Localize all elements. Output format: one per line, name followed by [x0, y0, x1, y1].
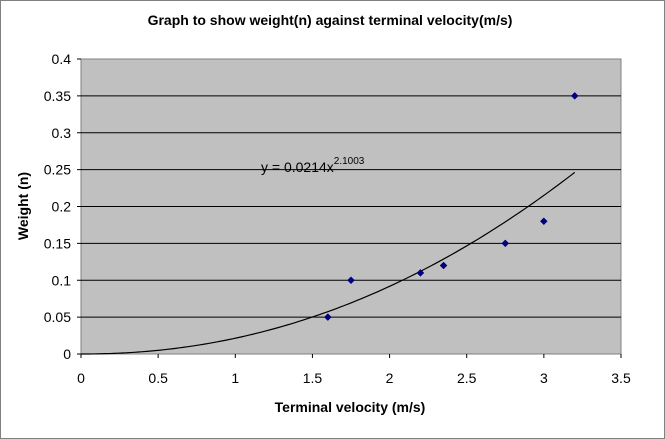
y-tick-label: 0.3: [52, 125, 72, 141]
x-tick-label: 3.5: [611, 370, 631, 386]
x-tick-label: 3: [540, 370, 548, 386]
y-tick-label: 0.4: [52, 51, 72, 67]
power-trendline: [80, 171, 576, 355]
y-tick-label: 0.1: [52, 272, 72, 288]
data-point: [570, 92, 579, 100]
data-point: [347, 276, 355, 285]
y-tick-label: 0.05: [44, 309, 71, 325]
y-tick-label: 0.35: [44, 88, 71, 104]
trendline-equation: y = 0.0214x2.1003: [261, 156, 365, 175]
y-axis-tick-labels: 0 0.05 0.1 0.15 0.2 0.25 0.3 0.35 0.4: [44, 51, 81, 362]
data-point: [540, 217, 548, 226]
data-point: [416, 269, 425, 277]
x-tick-label: 0: [77, 370, 85, 386]
x-axis-title: Terminal velocity (m/s): [275, 399, 426, 415]
y-axis-title: Weight (n): [15, 172, 31, 240]
x-tick-label: 2.5: [457, 370, 477, 386]
chart-title: Graph to show weight(n) against terminal…: [148, 12, 513, 28]
y-tick-label: 0.15: [44, 235, 71, 251]
y-tick-label: 0: [63, 346, 71, 362]
x-axis-tick-labels: 0 0.5 1 1.5 2 2.5 3 3.5: [77, 354, 631, 386]
data-point: [439, 261, 448, 270]
x-tick-label: 1: [231, 370, 239, 386]
y-tick-label: 0.2: [52, 199, 72, 215]
data-point: [501, 239, 510, 248]
data-point: [324, 313, 332, 321]
trendline-equation-exponent: 2.1003: [334, 156, 365, 167]
trendline-equation-base: y = 0.0214x: [261, 159, 334, 175]
data-points: [324, 92, 579, 321]
x-tick-label: 1.5: [303, 370, 323, 386]
x-tick-label: 2: [386, 370, 394, 386]
x-tick-label: 0.5: [148, 370, 168, 386]
y-tick-label: 0.25: [44, 162, 71, 178]
